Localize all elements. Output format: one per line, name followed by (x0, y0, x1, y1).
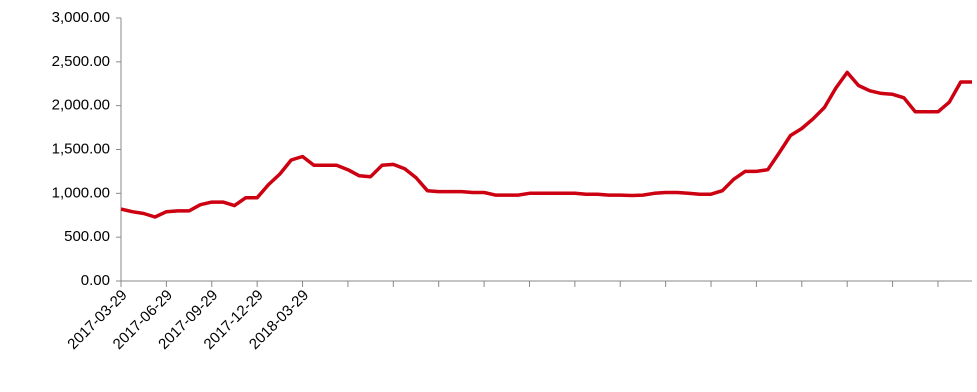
y-tick-label: 3,000.00 (52, 9, 110, 26)
y-tick-label: 2,000.00 (52, 97, 110, 114)
y-tick-label: 0.00 (81, 272, 110, 289)
y-tick-label: 1,000.00 (52, 184, 110, 201)
y-tick-label: 2,500.00 (52, 53, 110, 70)
y-tick-label: 1,500.00 (52, 140, 110, 157)
line-series (120, 70, 972, 219)
y-tick-label: 500.00 (64, 228, 110, 245)
